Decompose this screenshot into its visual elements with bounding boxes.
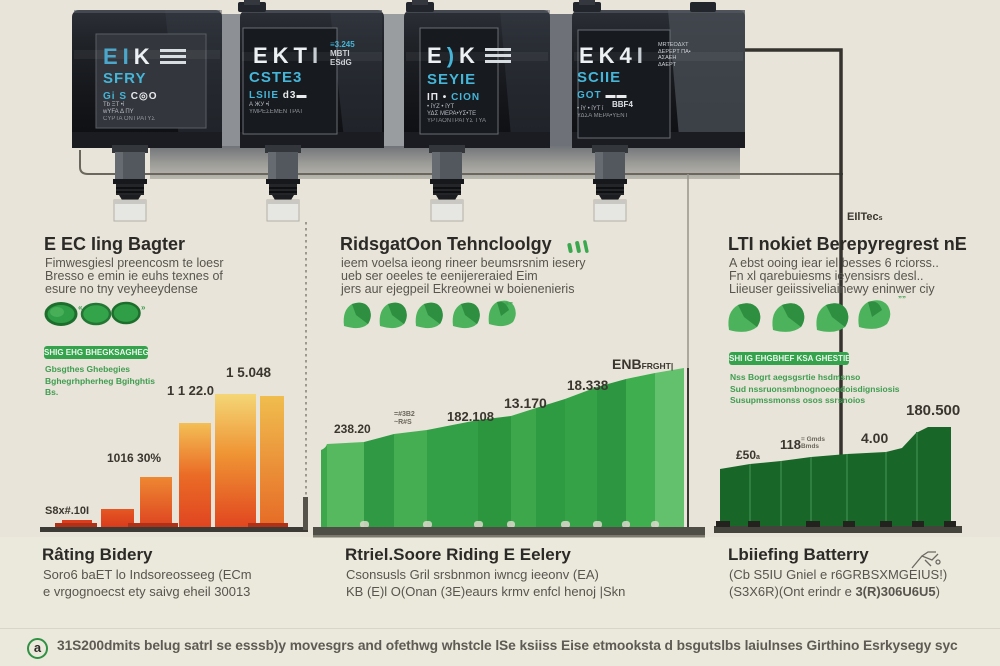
svg-text:“”: “”: [505, 301, 513, 310]
svg-text:»: »: [141, 303, 146, 312]
svg-text:«: «: [78, 303, 83, 312]
svg-text:””: ””: [898, 295, 906, 304]
